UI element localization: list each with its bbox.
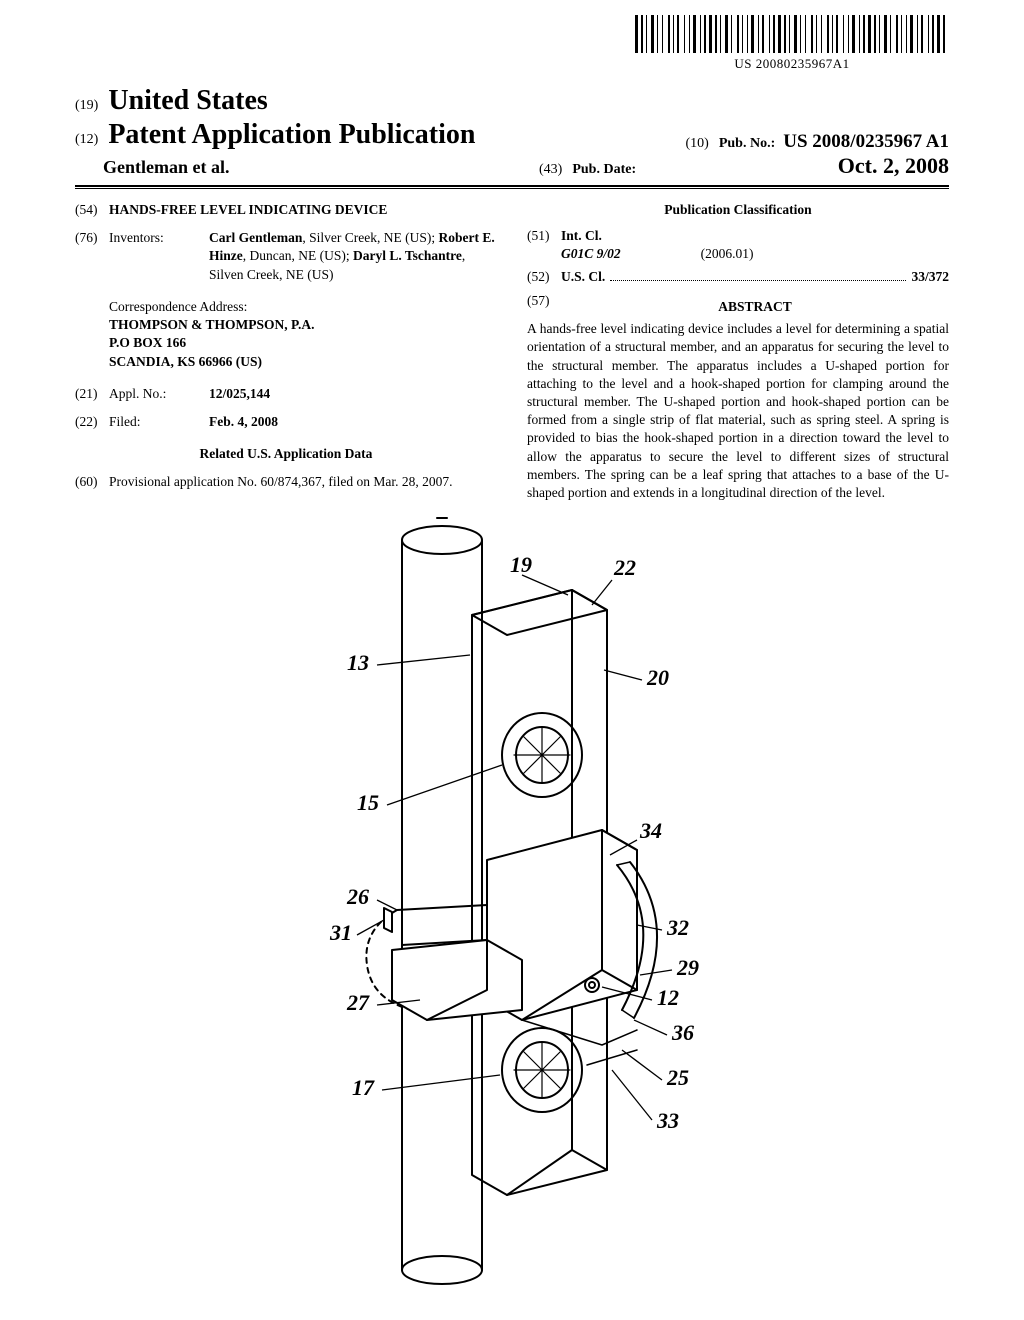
pub-no-label: Pub. No.: xyxy=(719,136,775,152)
filed-row: (22) Filed: Feb. 4, 2008 xyxy=(75,413,497,431)
appl-no-row: (21) Appl. No.: 12/025,144 xyxy=(75,385,497,403)
ref-34: 34 xyxy=(639,818,662,843)
code-10: (10) xyxy=(686,136,709,152)
figure-svg: 19 22 13 20 15 34 26 31 32 29 27 12 36 1… xyxy=(242,510,782,1290)
appl-no-label: Appl. No.: xyxy=(109,385,209,403)
barcode-block: US 20080235967A1 xyxy=(635,15,949,72)
provisional-row: (60) Provisional application No. 60/874,… xyxy=(75,473,497,491)
code-21: (21) xyxy=(75,385,109,403)
left-column: (54) HANDS-FREE LEVEL INDICATING DEVICE … xyxy=(75,201,497,502)
corr-line-2: P.O BOX 166 xyxy=(109,334,497,352)
ref-19: 19 xyxy=(510,552,532,577)
code-76: (76) xyxy=(75,229,109,284)
inventor-3: Daryl L. Tschantre xyxy=(353,248,462,263)
correspondence-block: Correspondence Address: THOMPSON & THOMP… xyxy=(109,298,497,371)
uscl-label: U.S. Cl. xyxy=(561,268,605,286)
intcl-label: Int. Cl. xyxy=(561,227,949,245)
code-60: (60) xyxy=(75,473,109,491)
ref-36: 36 xyxy=(671,1020,694,1045)
code-22: (22) xyxy=(75,413,109,431)
uscl-row: (52) U.S. Cl. 33/372 xyxy=(527,268,949,286)
ref-25: 25 xyxy=(666,1065,689,1090)
intcl-value: G01C 9/02 xyxy=(561,245,621,263)
ref-31: 31 xyxy=(329,920,352,945)
code-52: (52) xyxy=(527,268,561,286)
ref-22: 22 xyxy=(613,555,636,580)
filed-label: Filed: xyxy=(109,413,209,431)
ref-20: 20 xyxy=(646,665,669,690)
patent-figure: 19 22 13 20 15 34 26 31 32 29 27 12 36 1… xyxy=(0,510,1024,1300)
ref-29: 29 xyxy=(676,955,699,980)
uscl-value: 33/372 xyxy=(911,268,949,286)
corr-label: Correspondence Address: xyxy=(109,298,497,316)
intcl-row: (51) Int. Cl. G01C 9/02 (2006.01) xyxy=(527,227,949,263)
pub-class-heading: Publication Classification xyxy=(527,201,949,219)
code-43: (43) xyxy=(539,162,562,178)
patent-title: HANDS-FREE LEVEL INDICATING DEVICE xyxy=(109,201,497,219)
related-heading: Related U.S. Application Data xyxy=(75,445,497,463)
abstract-text: A hands-free level indicating device inc… xyxy=(527,320,949,502)
filed-value: Feb. 4, 2008 xyxy=(209,413,497,431)
code-57: (57) xyxy=(527,292,561,316)
inventors-value: Carl Gentleman, Silver Creek, NE (US); R… xyxy=(209,229,497,284)
corr-line-1: THOMPSON & THOMPSON, P.A. xyxy=(109,316,497,334)
publication-type: Patent Application Publication xyxy=(108,119,475,151)
intcl-year: (2006.01) xyxy=(701,245,754,263)
barcode-text: US 20080235967A1 xyxy=(635,56,949,72)
pub-date-label: Pub. Date: xyxy=(572,162,636,178)
right-column: Publication Classification (51) Int. Cl.… xyxy=(527,201,949,502)
abstract-heading: ABSTRACT xyxy=(561,298,949,316)
ref-27: 27 xyxy=(346,990,370,1015)
patent-header: (19) United States (12) Patent Applicati… xyxy=(75,85,949,179)
inventors-row: (76) Inventors: Carl Gentleman, Silver C… xyxy=(75,229,497,284)
pub-no-value: US 2008/0235967 A1 xyxy=(783,131,949,153)
ref-33: 33 xyxy=(656,1108,679,1133)
ref-12: 12 xyxy=(657,985,679,1010)
header-divider-thin xyxy=(75,188,949,189)
corr-line-3: SCANDIA, KS 66966 (US) xyxy=(109,353,497,371)
appl-no-value: 12/025,144 xyxy=(209,385,497,403)
provisional-text: Provisional application No. 60/874,367, … xyxy=(109,473,497,491)
ref-15: 15 xyxy=(357,790,379,815)
code-54: (54) xyxy=(75,201,109,219)
pub-date-value: Oct. 2, 2008 xyxy=(838,153,949,179)
code-19: (19) xyxy=(75,98,98,114)
inventors-label: Inventors: xyxy=(109,229,209,284)
ref-13: 13 xyxy=(347,650,369,675)
body-columns: (54) HANDS-FREE LEVEL INDICATING DEVICE … xyxy=(75,201,949,502)
code-51: (51) xyxy=(527,227,561,263)
inventor-2-loc: , Duncan, NE (US); xyxy=(243,248,353,263)
inventor-1-loc: , Silver Creek, NE (US); xyxy=(302,230,438,245)
header-divider-thick xyxy=(75,185,949,187)
uscl-dots xyxy=(610,280,906,281)
authors: Gentleman et al. xyxy=(103,157,229,178)
title-row: (54) HANDS-FREE LEVEL INDICATING DEVICE xyxy=(75,201,497,219)
ref-26: 26 xyxy=(346,884,369,909)
ref-32: 32 xyxy=(666,915,689,940)
country: United States xyxy=(108,85,267,117)
inventor-1: Carl Gentleman xyxy=(209,230,302,245)
code-12: (12) xyxy=(75,132,98,148)
barcode-bars xyxy=(635,15,949,53)
ref-17: 17 xyxy=(352,1075,375,1100)
